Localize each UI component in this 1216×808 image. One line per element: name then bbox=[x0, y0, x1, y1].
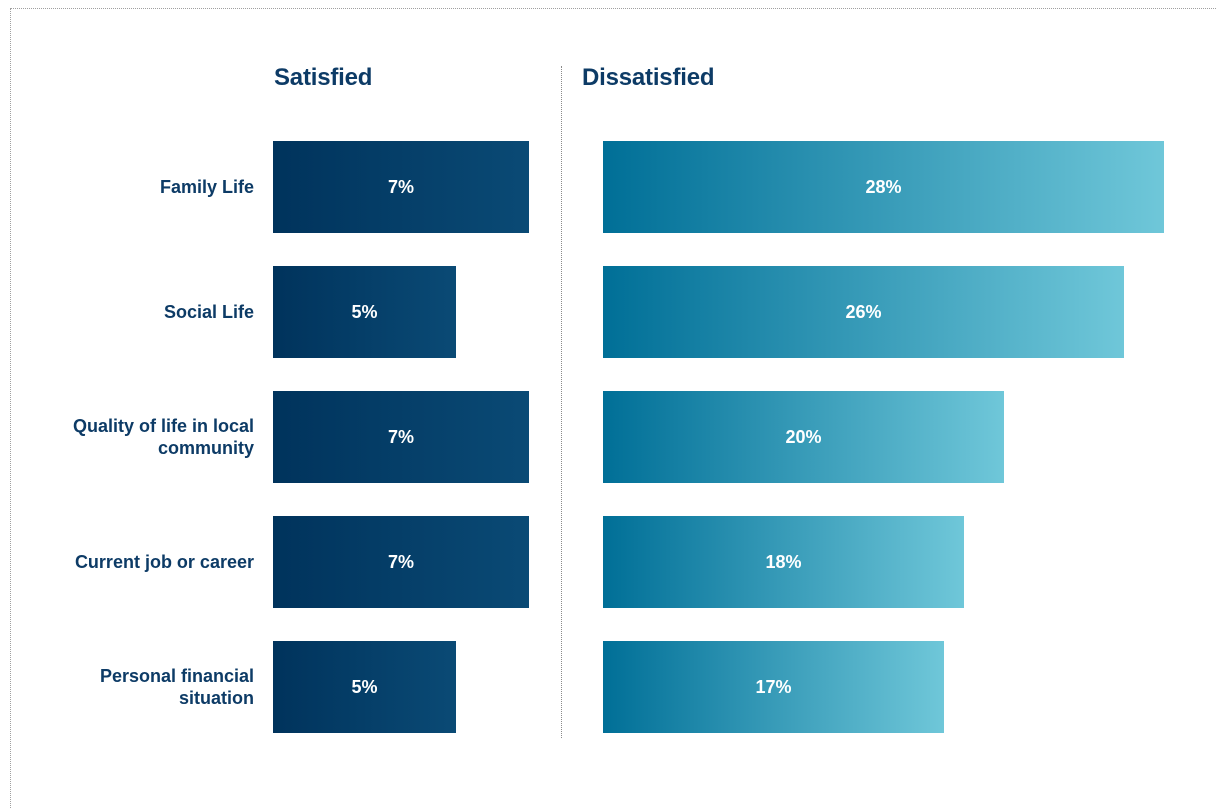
bar-satisfied bbox=[273, 516, 529, 608]
category-label: Personal financial situation bbox=[99, 666, 254, 708]
bar-dissatisfied bbox=[603, 266, 1124, 358]
bar-satisfied bbox=[273, 641, 456, 733]
bar-dissatisfied bbox=[603, 141, 1164, 233]
category-label: Social Life bbox=[163, 302, 254, 322]
panel-title-dissatisfied: Dissatisfied bbox=[582, 64, 715, 91]
panel-divider bbox=[561, 66, 562, 738]
bar-dissatisfied bbox=[603, 391, 1004, 483]
chart-frame bbox=[10, 8, 1216, 808]
category-label: Current job or career bbox=[74, 552, 254, 572]
panel-title-satisfied: Satisfied bbox=[274, 64, 373, 91]
bar-satisfied bbox=[273, 391, 529, 483]
bar-satisfied bbox=[273, 141, 529, 233]
category-label: Family Life bbox=[159, 177, 254, 197]
bar-satisfied bbox=[273, 266, 456, 358]
bar-dissatisfied bbox=[603, 641, 944, 733]
bar-dissatisfied bbox=[603, 516, 964, 608]
category-label: Quality of life in local community bbox=[72, 416, 254, 458]
